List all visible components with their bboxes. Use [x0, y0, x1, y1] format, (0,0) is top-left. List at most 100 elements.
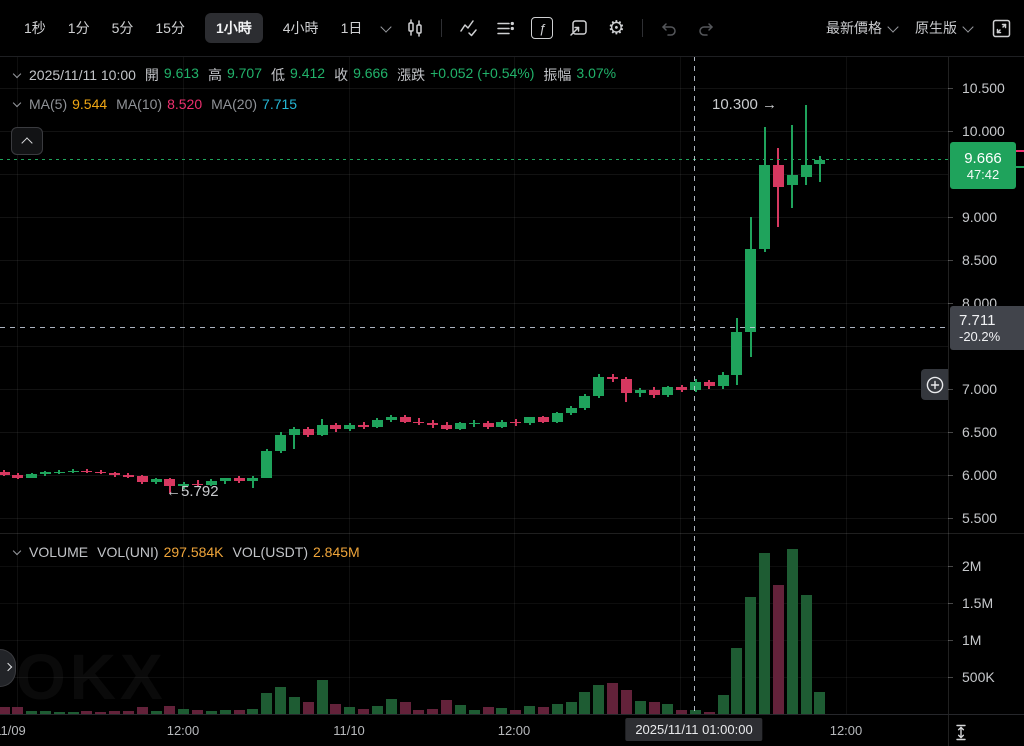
candle-body — [454, 423, 466, 429]
price-mode-label: 最新價格 — [826, 20, 882, 36]
time-axis[interactable]: 2025/11/11 01:00:00 11/09 12:00 11/10 12:00… — [0, 714, 1024, 746]
candle-body — [261, 450, 273, 478]
gridline-h — [0, 174, 948, 175]
volume-bar — [150, 711, 162, 714]
candle-body — [745, 248, 757, 333]
volume-info-bar: VOLUME VOL(UNI) 297.584K VOL(USDT) 2.845M — [12, 544, 360, 560]
volume-bar — [593, 685, 605, 714]
crosshair-plus-icon[interactable] — [921, 369, 948, 400]
timeframe-button-0[interactable]: 1秒 — [24, 20, 46, 36]
expand-panel-button[interactable] — [0, 649, 16, 687]
gridline-h — [0, 640, 948, 641]
gridline-h — [0, 389, 948, 390]
toolbar-separator — [441, 19, 443, 37]
vol-base-value: 297.584K — [163, 544, 224, 560]
axis-tick — [948, 475, 953, 476]
axis-tick — [948, 389, 953, 390]
price-axis[interactable]: 9.666 47:42 7.711 -20.2% 10.500 10.000 9.0… — [948, 56, 1024, 714]
volume-bar — [551, 704, 563, 714]
candle-body — [551, 413, 563, 422]
candle-body — [648, 389, 660, 396]
candle-body — [593, 376, 605, 396]
candle-body — [759, 165, 771, 249]
candle-body — [39, 472, 51, 475]
candle-wick — [791, 124, 794, 209]
axis-tick — [948, 518, 953, 519]
crosshair-time-label: 2025/11/11 01:00:00 — [625, 718, 763, 741]
chevron-up-icon — [21, 136, 33, 149]
candle-wick — [293, 426, 296, 450]
timeframe-button-6[interactable]: 1日 — [340, 20, 363, 36]
ma-info-bar: MA(5) 9.544 MA(10) 8.520 MA(20) 7.715 — [12, 96, 297, 112]
candle-body — [427, 423, 439, 426]
price-mode-dropdown[interactable]: 最新價格 — [826, 18, 899, 38]
fullscreen-icon[interactable] — [990, 17, 1012, 39]
volume-bar — [731, 648, 743, 714]
candle-body — [205, 481, 217, 486]
volume-bar — [164, 705, 176, 714]
timeframe-button-3[interactable]: 15分 — [155, 20, 185, 36]
price-scale-icon[interactable] — [950, 721, 972, 743]
price-axis-label: 9.000 — [962, 209, 998, 225]
pane-divider[interactable] — [0, 533, 1024, 534]
volume-bar — [261, 693, 273, 714]
candle-body — [468, 422, 480, 425]
chart-version-dropdown[interactable]: 原生版 — [915, 18, 974, 38]
volume-bar — [95, 711, 107, 714]
gridline-h — [0, 566, 948, 567]
gridline-v — [514, 56, 515, 714]
candlestick-style-icon[interactable] — [404, 17, 426, 39]
timeframe-button-2[interactable]: 5分 — [111, 20, 134, 36]
formula-icon[interactable]: ƒ — [531, 17, 554, 39]
gridline-h — [0, 303, 948, 304]
candle-body — [109, 473, 121, 475]
time-axis-label: 11/10 — [333, 723, 365, 738]
playback-icon[interactable] — [568, 17, 590, 39]
timeframe-button-1[interactable]: 1分 — [67, 20, 90, 36]
candle-body — [676, 387, 688, 390]
timeframe-button-5[interactable]: 4小時 — [282, 20, 319, 36]
collapse-caret-icon[interactable] — [12, 546, 22, 555]
timeframe-group: 1秒 1分 5分 15分 1小時 4小時 1日 — [0, 13, 393, 43]
price-axis-label: 5.500 — [962, 510, 998, 526]
gridline-v — [17, 56, 18, 714]
indicator-icon[interactable] — [457, 17, 479, 39]
price-axis-label: 6.000 — [962, 467, 998, 483]
redo-icon[interactable] — [695, 17, 717, 39]
volume-bar — [219, 709, 231, 714]
volume-bar — [316, 679, 328, 714]
candle-body — [192, 483, 204, 486]
volume-bar — [690, 710, 701, 714]
candle-body — [772, 165, 784, 187]
settings-gear-icon[interactable]: ⚙ — [605, 17, 627, 39]
volume-bar — [344, 707, 356, 714]
candle-body — [607, 376, 619, 379]
candle-body — [717, 375, 729, 386]
chevron-down-icon[interactable] — [380, 20, 393, 33]
undo-icon[interactable] — [658, 17, 680, 39]
layout-list-icon[interactable] — [494, 17, 516, 39]
gridline-v — [349, 56, 350, 714]
volume-bar — [759, 552, 771, 714]
gridline-h — [0, 131, 948, 132]
ma10-label: MA(10) — [116, 96, 163, 112]
amplitude-label: 振幅 — [543, 67, 572, 83]
timeframe-button-4[interactable]: 1小時 — [204, 13, 263, 43]
volume-axis-label: 1.5M — [962, 595, 994, 611]
collapse-caret-icon[interactable] — [12, 98, 22, 107]
volume-bar — [205, 710, 217, 714]
volume-bar — [537, 707, 549, 714]
candle-body — [12, 475, 24, 478]
collapse-caret-icon[interactable] — [12, 69, 22, 78]
volume-bar — [717, 694, 729, 714]
chevron-right-icon — [3, 662, 12, 671]
axis-tick — [948, 217, 953, 218]
volume-bar — [385, 699, 397, 714]
ohlc-datetime: 2025/11/11 10:00 — [29, 67, 136, 83]
volume-bar — [233, 710, 245, 714]
gridline-h — [0, 677, 948, 678]
collapse-pane-button[interactable] — [11, 127, 43, 155]
candle-body — [413, 421, 425, 424]
price-axis-label: 10.000 — [962, 123, 1005, 139]
